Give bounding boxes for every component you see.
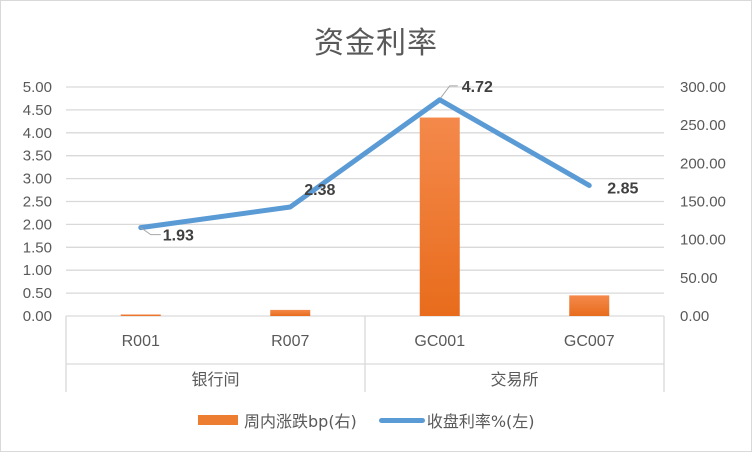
legend-item-line[interactable]: 收盘利率%(左) (378, 408, 535, 432)
left-axis-tick: 4.50 (23, 102, 52, 119)
group-label: 交易所 (490, 370, 538, 389)
leader-line (440, 85, 458, 99)
chart-title: 资金利率 (314, 26, 438, 61)
data-label: 2.38 (304, 182, 335, 199)
left-axis-tick: 2.00 (23, 216, 52, 233)
bar-GC007[interactable] (569, 295, 610, 316)
right-axis-tick: 200.00 (680, 155, 726, 172)
category-label: GC001 (414, 333, 465, 350)
category-label: R001 (122, 333, 160, 350)
left-axis-tick: 0.50 (23, 285, 52, 302)
left-axis-tick: 5.00 (23, 79, 52, 96)
left-axis-tick: 1.00 (23, 262, 52, 279)
legend-label-line: 收盘利率%(左) (426, 412, 535, 431)
left-axis-tick: 3.50 (23, 148, 52, 165)
bar-swatch-icon (198, 415, 238, 425)
data-label: 2.85 (607, 180, 638, 197)
left-axis-tick: 3.00 (23, 171, 52, 188)
right-axis-tick: 50.00 (680, 270, 718, 287)
bar-R007[interactable] (270, 309, 311, 316)
bar-GC001[interactable] (419, 117, 460, 317)
right-axis-tick: 300.00 (680, 79, 726, 96)
group-label: 银行间 (191, 370, 239, 389)
right-axis-tick: 250.00 (680, 117, 726, 134)
left-axis-tick: 0.00 (23, 308, 52, 325)
rate-line[interactable] (138, 97, 592, 231)
bar-R001[interactable] (120, 314, 161, 316)
legend-label-bar: 周内涨跌bp(右) (244, 412, 357, 431)
category-label: R007 (271, 333, 309, 350)
left-axis-tick: 2.50 (23, 194, 52, 211)
right-axis-tick: 100.00 (680, 232, 726, 249)
data-label: 4.72 (462, 79, 493, 96)
line-swatch-icon (378, 417, 425, 423)
legend-item-bar[interactable]: 周内涨跌bp(右) (198, 408, 357, 432)
left-axis-tick: 1.50 (23, 239, 52, 256)
legend: 周内涨跌bp(右) 收盘利率%(左) (198, 408, 557, 432)
leader-line (140, 227, 161, 236)
data-label: 1.93 (163, 228, 194, 245)
category-label: GC007 (564, 333, 615, 350)
right-axis-tick: 150.00 (680, 194, 726, 211)
right-axis-tick: 0.00 (680, 308, 709, 325)
left-axis-tick: 4.00 (23, 125, 52, 142)
